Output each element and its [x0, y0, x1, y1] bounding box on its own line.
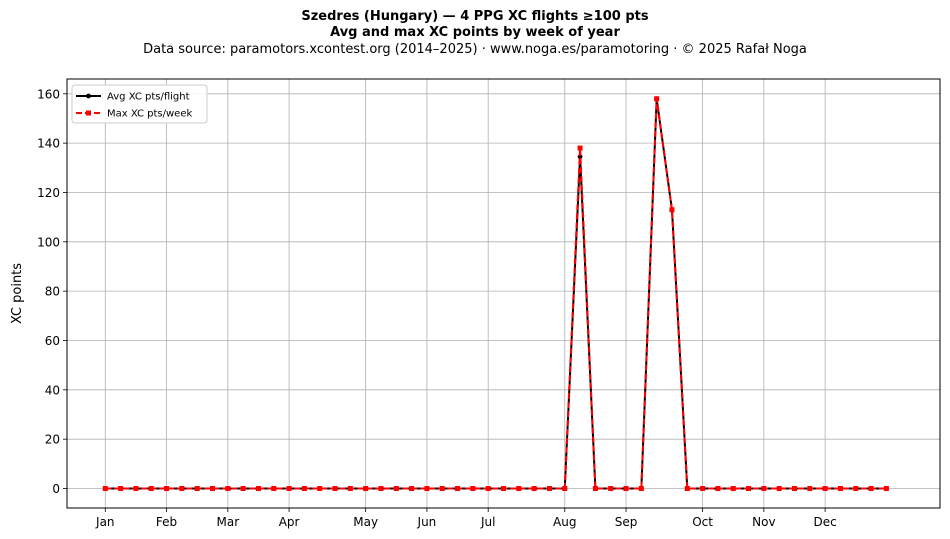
x-tick-label: Dec [814, 515, 837, 529]
max-data-point [317, 486, 323, 492]
max-data-point [378, 486, 384, 492]
y-tick-label: 100 [37, 235, 60, 249]
legend-avg-label: Avg XC pts/flight [107, 92, 190, 103]
x-tick-label: Nov [752, 515, 775, 529]
data-source-line: Data source: paramotors.xcontest.org (20… [143, 42, 807, 57]
max-data-point [807, 486, 813, 492]
x-tick-label: Oct [692, 515, 713, 529]
max-data-point [562, 486, 568, 492]
max-data-point [210, 486, 215, 492]
max-data-point [776, 486, 782, 492]
max-data-point [531, 486, 537, 492]
legend-max-label: Max XC pts/week [107, 109, 192, 120]
max-series-line [105, 97, 887, 490]
max-data-point [684, 486, 690, 492]
max-data-point [730, 486, 736, 492]
max-data-point [409, 486, 415, 492]
max-data-point [194, 486, 200, 492]
y-tick-label: 40 [45, 383, 60, 397]
y-tick-label: 120 [37, 186, 60, 200]
y-tick-label: 140 [37, 137, 60, 151]
chart-title: Szedres (Hungary) — 4 PPG XC flights ≥10… [301, 9, 649, 24]
max-data-point [485, 486, 491, 492]
max-data-point [516, 486, 522, 492]
chart-subtitle: Avg and max XC points by week of year [330, 25, 620, 40]
max-data-point [164, 486, 170, 492]
max-data-point [623, 486, 629, 492]
x-tick-label: Jul [480, 515, 495, 529]
max-data-point [715, 486, 721, 492]
max-data-point [577, 145, 583, 151]
max-data-point [853, 486, 859, 492]
max-data-point [271, 486, 277, 492]
max-data-point [102, 486, 108, 492]
grid-lines [67, 79, 940, 508]
max-data-point [225, 486, 231, 492]
max-data-point [822, 486, 828, 492]
max-data-point [393, 486, 399, 492]
legend-marker [86, 93, 91, 99]
x-tick-label: Aug [553, 515, 576, 529]
max-data-point [148, 486, 154, 492]
x-tick-label: Sep [615, 515, 638, 529]
max-data-point [363, 486, 369, 492]
x-tick-label: Apr [279, 515, 300, 529]
max-data-point [883, 486, 889, 492]
max-data-point [455, 486, 461, 492]
max-data-point [638, 486, 644, 492]
max-data-point [868, 486, 874, 492]
max-data-point [439, 486, 445, 492]
x-tick-label: Jan [95, 515, 115, 529]
y-tick-label: 0 [52, 482, 60, 496]
max-data-point [118, 486, 124, 492]
legend: Avg XC pts/flight Max XC pts/week [71, 84, 208, 124]
plot-frame [66, 78, 941, 509]
max-data-point [837, 486, 843, 492]
max-data-point [240, 486, 246, 492]
max-data-point [746, 486, 752, 492]
y-tick-label: 160 [37, 87, 60, 101]
y-tick-label: 60 [45, 334, 60, 348]
max-data-point [286, 486, 292, 492]
max-data-point [608, 486, 614, 492]
avg-series-line [105, 97, 887, 490]
max-data-point [133, 486, 139, 492]
y-axis-label: XC points [10, 263, 25, 324]
x-tick-label: Jun [417, 515, 437, 529]
axis-ticks: Jan Feb Mar Apr May Jun Jul Aug Sep Oct Nov Dec 0 20 4… [37, 87, 837, 529]
y-tick-label: 80 [45, 285, 60, 299]
max-data-point [792, 486, 797, 492]
max-data-point [347, 486, 353, 492]
x-tick-label: May [353, 515, 378, 529]
max-data-point [592, 486, 598, 492]
max-data-point [179, 486, 185, 492]
max-data-point [669, 207, 675, 213]
max-data-point [761, 486, 767, 492]
max-data-point [470, 486, 476, 492]
max-data-point [546, 486, 552, 492]
x-tick-label: Mar [216, 515, 239, 529]
x-tick-label: Feb [156, 515, 177, 529]
max-data-point [654, 96, 660, 102]
max-data-point [700, 486, 706, 492]
max-data-point [301, 486, 307, 492]
y-tick-label: 20 [45, 433, 60, 447]
series-lines [102, 96, 889, 492]
legend-marker [86, 110, 91, 116]
legend-box [71, 84, 208, 124]
max-data-point [501, 486, 506, 492]
max-data-point [424, 486, 430, 492]
max-data-point [255, 486, 261, 492]
max-data-point [332, 486, 338, 492]
